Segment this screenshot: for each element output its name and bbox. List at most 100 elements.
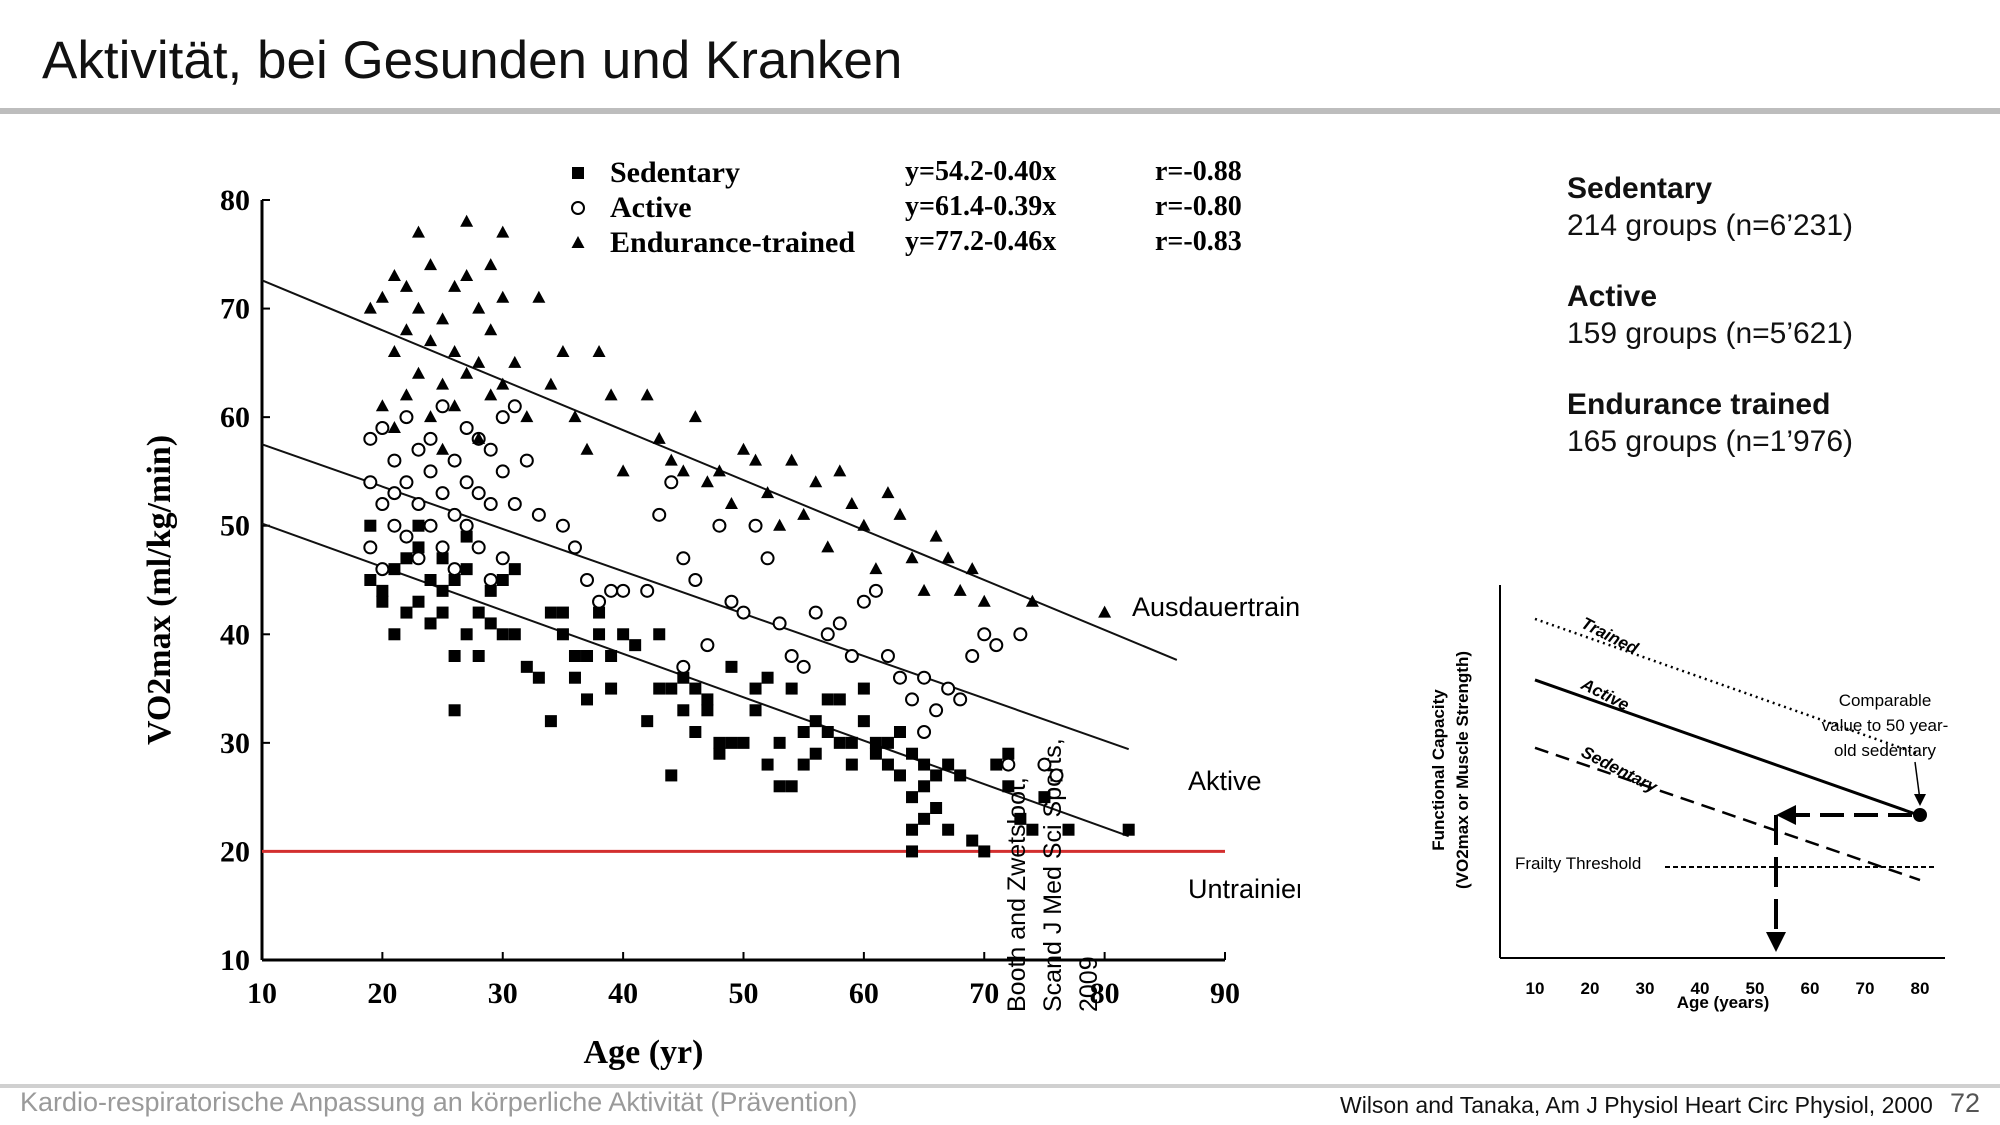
data-point-endurance-trained [460,366,474,379]
data-point-sedentary [665,682,678,695]
data-point-endurance-trained [568,410,582,423]
data-point-endurance-trained [676,464,690,477]
data-point-active [820,627,835,642]
data-point-sedentary [424,617,437,630]
main-chart-fit-lines: Ausdauertrainierte Aktive Untrainierte Boot… [261,279,1300,1012]
schematic-y-label-line: (VO2max or Muscle Strength) [1453,651,1472,889]
data-point-active [411,497,426,511]
data-point-sedentary [797,758,810,771]
data-point-sedentary [376,595,389,608]
data-point-active [892,670,907,685]
data-point-sedentary [773,780,786,793]
citation-line: Scand J Med Sci Sports, [1039,738,1067,1012]
data-point-sedentary [532,671,545,684]
schematic-x-tick-label: 60 [1801,979,1820,998]
data-point-active [447,507,462,522]
data-point-sedentary [869,747,882,760]
data-point-active [664,475,679,490]
data-point-endurance-trained [712,464,726,477]
data-point-endurance-trained [953,583,967,596]
data-point-sedentary [1122,823,1135,836]
data-point-endurance-trained [556,345,570,357]
data-point-endurance-trained [700,475,714,488]
data-point-sedentary [1002,747,1015,760]
data-point-sedentary [364,519,377,532]
schematic-chart: 10 20 30 40 50 60 70 80 Age (years) Functional Ca… [1429,585,1948,1012]
data-point-endurance-trained [484,323,498,336]
data-point-endurance-trained [399,279,413,292]
stat-active: Active 159 groups (n=5’621) [1567,278,1967,352]
data-point-active [640,583,655,598]
citation-line: 2009 [1075,956,1103,1012]
data-point-active [784,649,799,663]
schematic-y-axis-label: Functional Capacity (VO2max or Muscle Str… [1429,651,1472,889]
data-point-active [387,518,402,533]
data-point-active [483,573,498,587]
data-point-sedentary [737,736,750,749]
data-point-sedentary [893,769,906,782]
data-point-sedentary [797,726,810,738]
stat-value: 214 groups (n=6’231) [1567,209,1854,242]
schematic-x-tick-label: 40 [1691,979,1710,998]
legend-r-value: r=-0.80 [1155,191,1242,222]
stat-name: Sedentary [1567,172,1713,205]
data-point-endurance-trained [363,301,377,314]
data-point-active [724,594,739,609]
data-point-sedentary [966,834,979,847]
data-point-active [808,605,823,620]
legend-marker [572,167,584,179]
data-point-sedentary [556,606,569,619]
footer-course-title: Kardio-respiratorische Anpassung an körp… [20,1087,858,1117]
data-point-sedentary [472,606,485,619]
arrow-head-left [1776,805,1796,825]
data-point-sedentary [906,845,919,858]
data-point-endurance-trained [929,529,943,542]
data-point-active [880,649,895,663]
y-tick-label: 70 [220,293,250,326]
main-chart-points [363,214,1135,858]
data-point-endurance-trained [881,486,895,499]
data-point-endurance-trained [411,225,425,238]
legend-r-value: r=-0.83 [1155,226,1242,257]
data-point-sedentary [906,791,919,804]
data-point-active [495,464,510,479]
data-point-sedentary [641,715,654,728]
data-point-sedentary [508,628,521,641]
data-point-sedentary [689,726,702,738]
x-tick-label: 50 [729,977,759,1010]
data-point-sedentary [460,530,473,543]
data-point-active [411,442,426,457]
data-point-sedentary [412,595,425,608]
data-point-active [447,562,462,577]
data-point-sedentary [593,628,606,641]
data-point-sedentary [845,758,858,771]
data-point-sedentary [677,704,690,717]
data-point-sedentary [857,682,870,695]
data-point-sedentary [893,726,906,738]
data-point-sedentary [881,758,894,771]
data-point-sedentary [520,660,533,673]
data-point-active [411,551,426,566]
citation-line: Booth and Zwetsloot, [1003,777,1031,1012]
data-point-sedentary [472,650,485,662]
data-point-active [917,725,932,739]
data-point-sedentary [833,736,846,749]
data-point-active [483,497,498,511]
data-point-endurance-trained [399,388,413,401]
data-point-active [1049,768,1064,783]
data-point-endurance-trained [809,475,823,488]
data-point-active [435,486,450,501]
data-point-sedentary [942,758,955,771]
data-point-endurance-trained [749,453,763,466]
data-point-sedentary [388,628,401,641]
data-point-sedentary [954,769,967,782]
stat-name: Active [1567,280,1658,313]
data-point-sedentary [448,704,461,717]
data-point-endurance-trained [1098,605,1112,618]
footer-divider [0,1084,1285,1088]
schematic-x-tick-label: 30 [1636,979,1655,998]
data-point-sedentary [906,823,919,836]
data-point-sedentary [665,769,678,782]
data-point-sedentary [725,660,738,673]
data-point-endurance-trained [737,442,750,455]
